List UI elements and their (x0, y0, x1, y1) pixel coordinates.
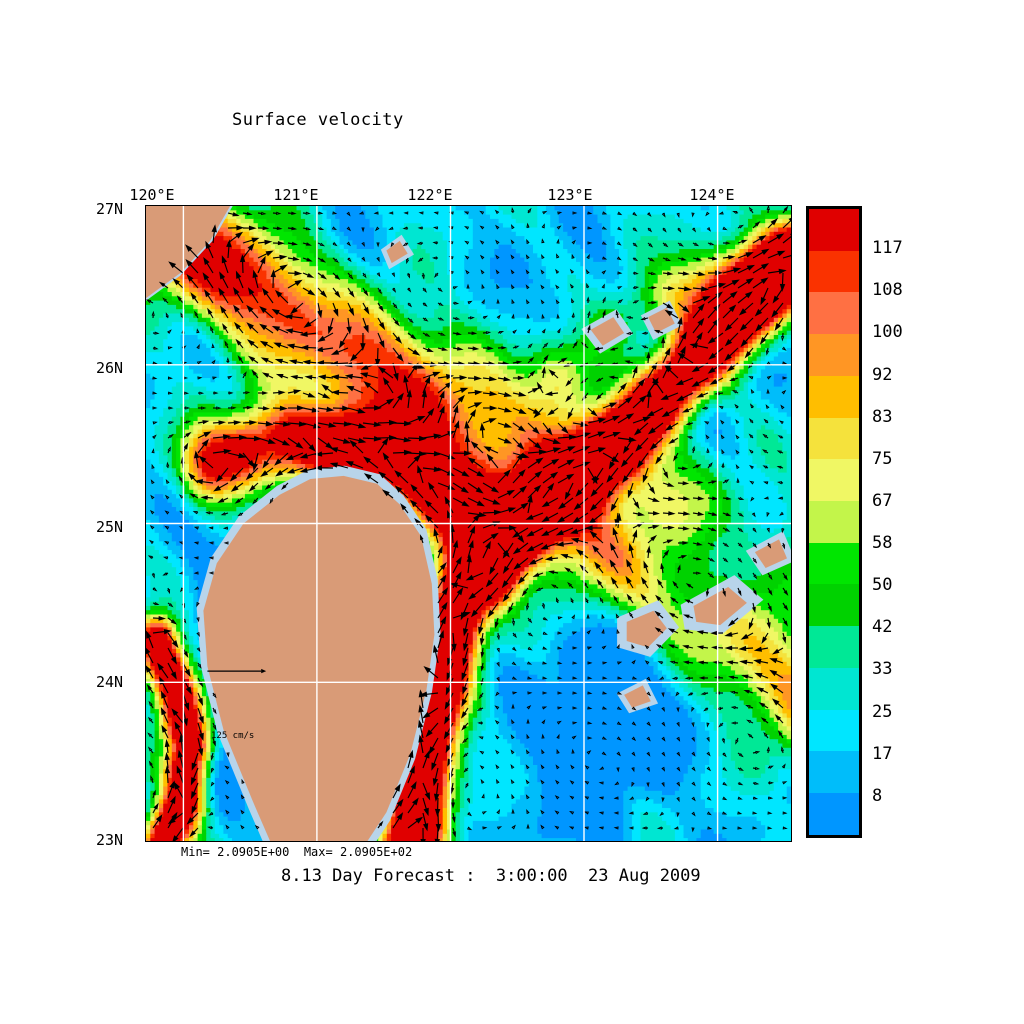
colorbar-tick-83: 83 (872, 406, 893, 427)
xtick-label-1: 121°E (273, 186, 319, 204)
ytick-label-2: 25N (96, 518, 124, 536)
colorbar-tick-25: 25 (872, 701, 893, 722)
xtick-label-0: 120°E (129, 186, 175, 204)
xtick-label-2: 122°E (407, 186, 453, 204)
colorbar-tick-8: 8 (872, 785, 883, 806)
ytick-label-0: 27N (96, 200, 124, 218)
forecast-annotation: 8.13 Day Forecast : 3:00:00 23 Aug 2009 (281, 866, 701, 886)
graticule (146, 206, 791, 841)
colorbar-tick-92: 92 (872, 364, 893, 385)
speed-contour-fill (146, 206, 791, 841)
colorbar-tick-75: 75 (872, 448, 893, 469)
xtick-label-4: 124°E (689, 186, 735, 204)
colorbar-tick-17: 17 (872, 743, 893, 764)
colorbar-band-0 (809, 209, 859, 251)
colorbar-tick-42: 42 (872, 617, 893, 638)
colorbar-band-6 (809, 459, 859, 502)
colorbar[interactable] (806, 206, 862, 838)
velocity-map-plot[interactable] (145, 205, 792, 842)
colorbar-tick-117: 117 (872, 238, 903, 259)
colorbar-band-7 (809, 501, 859, 543)
colorbar-band-13 (809, 751, 859, 794)
colorbar-band-10 (809, 626, 859, 668)
ytick-label-3: 24N (96, 673, 124, 691)
colorbar-tick-58: 58 (872, 533, 893, 554)
vector-scale-arrow (207, 668, 267, 674)
vector-scale-label: 125 cm/s (211, 731, 255, 741)
ytick-label-1: 26N (96, 359, 124, 377)
colorbar-band-1 (809, 250, 859, 293)
colorbar-band-11 (809, 667, 859, 710)
colorbar-band-12 (809, 709, 859, 752)
minmax-annotation: Min= 2.0905E+00 Max= 2.0905E+02 (181, 845, 413, 859)
colorbar-tick-108: 108 (872, 280, 903, 301)
land-mask (146, 206, 791, 841)
page-title: Surface velocity (232, 110, 404, 130)
ytick-label-4: 23N (96, 831, 124, 849)
colorbar-band-8 (809, 542, 859, 585)
velocity-field (146, 206, 791, 841)
colorbar-band-9 (809, 584, 859, 627)
colorbar-band-5 (809, 417, 859, 460)
colorbar-band-2 (809, 292, 859, 335)
colorbar-band-14 (809, 793, 859, 835)
colorbar-tick-50: 50 (872, 575, 893, 596)
xtick-label-3: 123°E (547, 186, 593, 204)
colorbar-tick-33: 33 (872, 659, 893, 680)
colorbar-band-4 (809, 375, 859, 418)
colorbar-band-3 (809, 334, 859, 376)
colorbar-tick-100: 100 (872, 322, 903, 343)
colorbar-tick-67: 67 (872, 490, 893, 511)
